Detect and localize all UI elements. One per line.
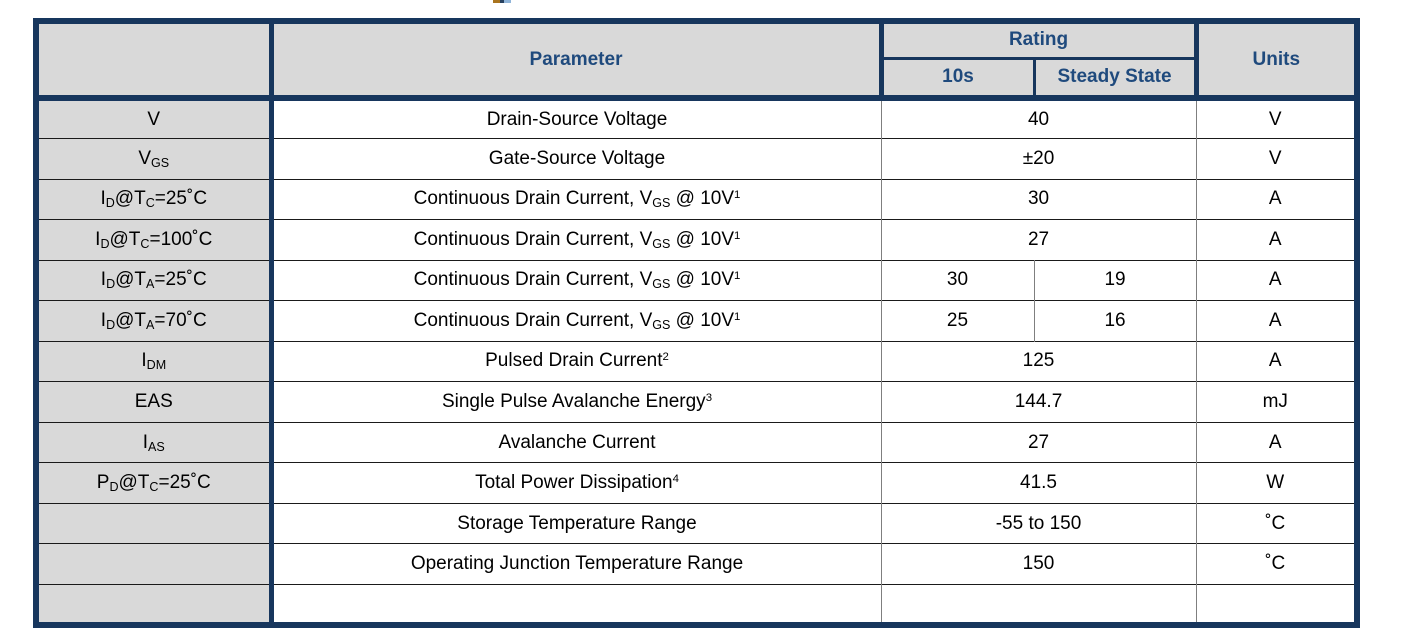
table-row: PD@TC=25˚C Total Power Dissipation4 41.5 W — [36, 462, 1358, 504]
rating-column-header: Rating — [881, 21, 1197, 60]
units-cell: A — [1195, 259, 1358, 301]
table-row: ID@TA=70˚C Continuous Drain Current, VGS … — [36, 300, 1358, 342]
symbol-cell — [36, 502, 274, 544]
parameter-cell: Drain-Source Voltage — [271, 97, 882, 139]
table-header: Parameter Rating Units 10s Steady State — [36, 21, 1358, 101]
parameter-cell: Continuous Drain Current, VGS @ 10V1 — [271, 219, 882, 261]
table-row: EAS Single Pulse Avalanche Energy3 144.7 mJ — [36, 381, 1358, 423]
symbol-cell: IDM — [36, 340, 274, 382]
table-row: ID@TC=100˚C Continuous Drain Current, VGS… — [36, 219, 1358, 261]
symbol-cell: PD@TC=25˚C — [36, 462, 274, 504]
rating-value-cell: 27 — [881, 421, 1197, 463]
rating-value-cell: 150 — [881, 543, 1197, 585]
rating-10s-cell: 25 — [881, 300, 1035, 342]
units-cell: A — [1195, 300, 1358, 342]
rating-value-cell: 125 — [881, 340, 1197, 382]
symbol-cell: ID@TC=25˚C — [36, 178, 274, 220]
table-row: IAS Avalanche Current 27 A — [36, 421, 1358, 463]
cut-off-text-fragment — [493, 0, 511, 3]
units-cell: A — [1195, 340, 1358, 382]
parameter-cell: Continuous Drain Current, VGS @ 10V1 — [271, 259, 882, 301]
rating-steady-cell: 19 — [1034, 259, 1197, 301]
parameter-cell: Continuous Drain Current, VGS @ 10V1 — [271, 178, 882, 220]
parameter-cell: Total Power Dissipation4 — [271, 462, 882, 504]
units-cell: mJ — [1195, 381, 1358, 423]
symbol-cell: V — [36, 97, 274, 139]
symbol-cell: ID@TA=25˚C — [36, 259, 274, 301]
symbol-cell: VGS — [36, 138, 274, 180]
table-row: ID@TC=25˚C Continuous Drain Current, VGS … — [36, 178, 1358, 220]
rating-value-cell: ±20 — [881, 138, 1197, 180]
maximum-ratings-table: Parameter Rating Units 10s Steady State … — [33, 18, 1361, 628]
parameter-cell — [271, 583, 882, 625]
rating-value-cell: 41.5 — [881, 462, 1197, 504]
units-cell: V — [1195, 97, 1358, 139]
units-cell: V — [1195, 138, 1358, 180]
table-row: Operating Junction Temperature Range 150 ˚… — [36, 543, 1358, 585]
table-row: IDM Pulsed Drain Current2 125 A — [36, 340, 1358, 382]
units-cell: ˚C — [1195, 543, 1358, 585]
rating-10s-cell: 30 — [881, 259, 1035, 301]
units-cell: W — [1195, 462, 1358, 504]
units-cell: ˚C — [1195, 502, 1358, 544]
symbol-column-header — [36, 21, 274, 101]
table-row: V Drain-Source Voltage 40 V — [36, 97, 1358, 139]
symbol-cell: IAS — [36, 421, 274, 463]
rating-value-cell: 144.7 — [881, 381, 1197, 423]
symbol-cell — [36, 583, 274, 625]
symbol-cell: EAS — [36, 381, 274, 423]
parameter-cell: Storage Temperature Range — [271, 502, 882, 544]
rating-value-cell: 27 — [881, 219, 1197, 261]
table-row — [36, 583, 1358, 625]
units-cell — [1195, 583, 1358, 625]
rating-10s-header: 10s — [881, 58, 1036, 101]
parameter-column-header: Parameter — [271, 21, 884, 101]
parameter-cell: Pulsed Drain Current2 — [271, 340, 882, 382]
rating-value-cell: 30 — [881, 178, 1197, 220]
symbol-cell — [36, 543, 274, 585]
table-body: V Drain-Source Voltage 40 V VGS Gate-Source V… — [36, 97, 1358, 625]
units-cell: A — [1195, 421, 1358, 463]
parameter-cell: Operating Junction Temperature Range — [271, 543, 882, 585]
rating-value-cell: 40 — [881, 97, 1197, 139]
symbol-cell: ID@TC=100˚C — [36, 219, 274, 261]
table-row: Storage Temperature Range -55 to 150 ˚C — [36, 502, 1358, 544]
parameter-cell: Continuous Drain Current, VGS @ 10V1 — [271, 300, 882, 342]
parameter-cell: Avalanche Current — [271, 421, 882, 463]
parameter-cell: Single Pulse Avalanche Energy3 — [271, 381, 882, 423]
rating-value-cell — [881, 583, 1197, 625]
rating-steady-cell: 16 — [1034, 300, 1197, 342]
symbol-cell: ID@TA=70˚C — [36, 300, 274, 342]
units-cell: A — [1195, 178, 1358, 220]
rating-value-cell: -55 to 150 — [881, 502, 1197, 544]
rating-steady-state-header: Steady State — [1034, 58, 1197, 101]
units-cell: A — [1195, 219, 1358, 261]
table-row: VGS Gate-Source Voltage ±20 V — [36, 138, 1358, 180]
table-row: ID@TA=25˚C Continuous Drain Current, VGS … — [36, 259, 1358, 301]
header-row-top: Parameter Rating Units — [36, 21, 1358, 101]
units-column-header: Units — [1193, 21, 1358, 101]
parameter-cell: Gate-Source Voltage — [271, 138, 882, 180]
header-row-sub: 10s Steady State — [36, 58, 1357, 101]
